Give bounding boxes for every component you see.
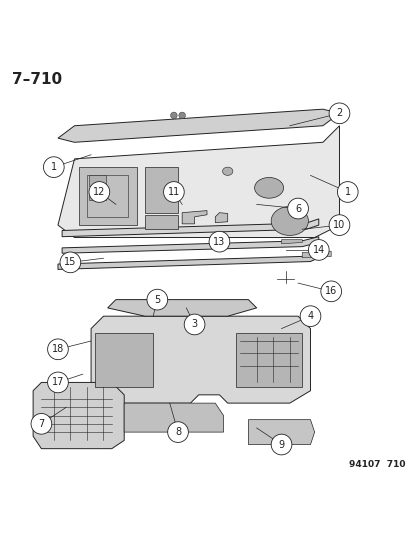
- Polygon shape: [215, 213, 227, 223]
- Polygon shape: [58, 109, 339, 142]
- Polygon shape: [78, 167, 136, 225]
- Circle shape: [178, 112, 185, 119]
- Text: 5: 5: [154, 295, 160, 305]
- Circle shape: [31, 414, 52, 434]
- Polygon shape: [58, 253, 318, 269]
- Circle shape: [170, 112, 177, 119]
- Polygon shape: [124, 403, 223, 432]
- Circle shape: [337, 182, 357, 203]
- Circle shape: [47, 372, 68, 393]
- Polygon shape: [62, 237, 318, 253]
- Circle shape: [163, 182, 184, 203]
- Text: 1: 1: [51, 162, 57, 172]
- Circle shape: [328, 215, 349, 236]
- Text: 17: 17: [52, 377, 64, 387]
- Circle shape: [328, 103, 349, 124]
- Text: 4: 4: [307, 311, 313, 321]
- Text: 8: 8: [175, 427, 180, 437]
- Text: 18: 18: [52, 344, 64, 354]
- Circle shape: [89, 182, 109, 203]
- Text: 13: 13: [213, 237, 225, 247]
- Circle shape: [43, 157, 64, 177]
- Circle shape: [271, 434, 291, 455]
- Text: 3: 3: [191, 319, 197, 329]
- Text: 10: 10: [332, 220, 345, 230]
- FancyBboxPatch shape: [89, 190, 105, 200]
- Ellipse shape: [254, 177, 283, 198]
- Polygon shape: [33, 382, 124, 449]
- Text: 14: 14: [312, 245, 324, 255]
- Circle shape: [287, 198, 308, 219]
- Polygon shape: [281, 240, 301, 244]
- Text: 7–710: 7–710: [12, 72, 62, 87]
- Text: 9: 9: [278, 440, 284, 449]
- Circle shape: [147, 289, 167, 310]
- Text: 15: 15: [64, 257, 76, 268]
- Text: 16: 16: [324, 286, 337, 296]
- Circle shape: [308, 240, 328, 260]
- Text: 1: 1: [344, 187, 350, 197]
- Polygon shape: [235, 333, 301, 386]
- Text: 2: 2: [335, 108, 342, 118]
- Text: 94107  710: 94107 710: [349, 461, 405, 470]
- Text: 7: 7: [38, 419, 45, 429]
- Circle shape: [209, 231, 229, 252]
- Text: 6: 6: [294, 204, 300, 214]
- Polygon shape: [91, 316, 310, 403]
- Circle shape: [47, 339, 68, 360]
- Text: 11: 11: [167, 187, 180, 197]
- Text: 12: 12: [93, 187, 105, 197]
- Polygon shape: [301, 251, 330, 258]
- Polygon shape: [248, 419, 314, 445]
- Circle shape: [299, 306, 320, 327]
- Polygon shape: [107, 300, 256, 316]
- Circle shape: [320, 281, 341, 302]
- Circle shape: [167, 422, 188, 442]
- FancyBboxPatch shape: [145, 215, 178, 229]
- Ellipse shape: [222, 167, 233, 175]
- Circle shape: [60, 252, 81, 273]
- FancyBboxPatch shape: [89, 175, 105, 186]
- Polygon shape: [62, 219, 318, 237]
- FancyBboxPatch shape: [145, 167, 178, 213]
- Circle shape: [184, 314, 204, 335]
- Ellipse shape: [271, 206, 308, 236]
- Polygon shape: [182, 211, 206, 224]
- Polygon shape: [58, 126, 339, 238]
- Polygon shape: [95, 333, 153, 386]
